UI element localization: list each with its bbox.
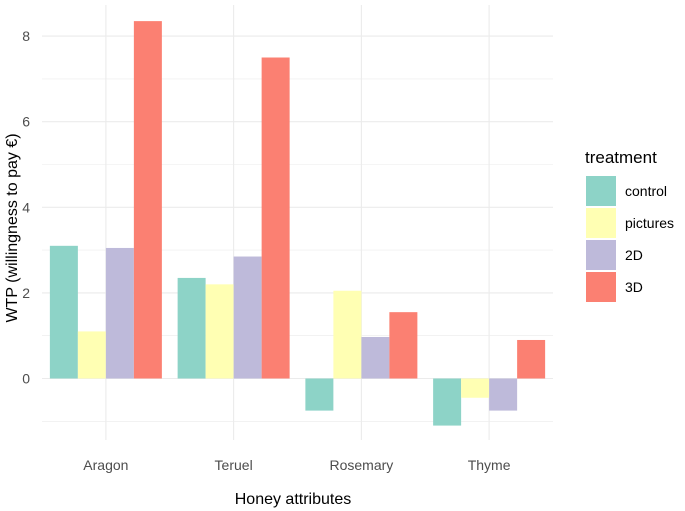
bars: [49, 21, 546, 426]
bar-rosemary-control: [305, 378, 334, 411]
y-tick-label: 8: [22, 28, 30, 44]
bar-thyme-3d: [517, 339, 546, 379]
x-tick-label: Aragon: [83, 457, 128, 473]
bar-aragon-3d: [133, 21, 162, 379]
bar-thyme-control: [433, 378, 462, 426]
legend-swatch-pictures: [586, 208, 616, 238]
y-tick-label: 6: [22, 114, 30, 130]
legend-swatch-2d: [586, 240, 616, 270]
bar-rosemary-3d: [389, 312, 418, 379]
x-tick-label: Rosemary: [329, 457, 393, 473]
x-axis-ticks: Aragon Teruel Rosemary Thyme: [83, 457, 510, 473]
y-tick-label: 0: [22, 371, 30, 387]
bar-teruel-control: [177, 277, 206, 379]
y-axis-ticks: 0 2 4 6 8: [22, 28, 30, 386]
bar-aragon-2d: [105, 247, 134, 379]
legend-label-pictures: pictures: [625, 215, 674, 231]
y-tick-label: 2: [22, 285, 30, 301]
bar-rosemary-pictures: [333, 290, 362, 379]
x-axis-title: Honey attributes: [235, 491, 352, 508]
bar-teruel-pictures: [205, 284, 234, 379]
x-tick-label: Teruel: [215, 457, 253, 473]
legend-label-control: control: [625, 183, 667, 199]
bar-aragon-pictures: [77, 331, 106, 379]
bar-thyme-2d: [489, 378, 518, 411]
bar-aragon-control: [49, 245, 78, 379]
legend-label-2d: 2D: [625, 247, 643, 263]
legend: control pictures 2D 3D: [586, 176, 674, 302]
y-tick-label: 4: [22, 199, 30, 215]
legend-swatch-3d: [586, 272, 616, 302]
legend-title: treatment: [585, 148, 657, 167]
legend-swatch-control: [586, 176, 616, 206]
bar-teruel-3d: [261, 57, 290, 379]
legend-label-3d: 3D: [625, 279, 643, 295]
bar-thyme-pictures: [461, 378, 490, 398]
bar-teruel-2d: [233, 256, 262, 379]
y-axis-title: WTP (willingness to pay €): [4, 133, 21, 322]
x-tick-label: Thyme: [468, 457, 511, 473]
bar-rosemary-2d: [361, 336, 390, 379]
